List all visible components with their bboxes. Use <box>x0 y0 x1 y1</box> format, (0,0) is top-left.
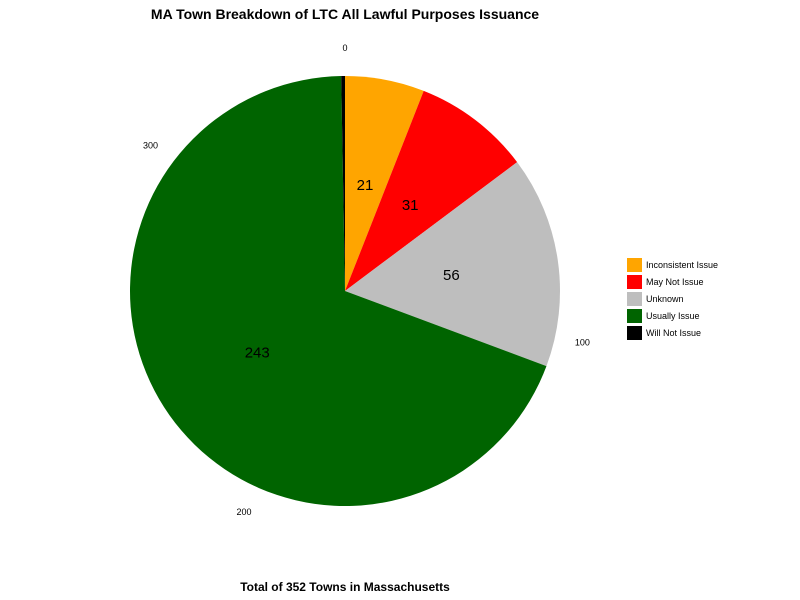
slice-label-usually-issue: 243 <box>245 345 270 362</box>
slice-label-may-not-issue: 31 <box>402 197 419 214</box>
chart-title: MA Town Breakdown of LTC All Lawful Purp… <box>150 6 540 22</box>
legend: Inconsistent Issue May Not Issue Unknown Us… <box>626 256 718 341</box>
slice-label-unknown: 56 <box>443 267 460 284</box>
legend-swatch <box>626 307 643 324</box>
axis-tick-label: 0 <box>342 43 347 53</box>
legend-item-usually-issue: Usually Issue <box>626 307 718 324</box>
legend-item-may-not-issue: May Not Issue <box>626 273 718 290</box>
legend-item-unknown: Unknown <box>626 290 718 307</box>
axis-tick-label: 100 <box>575 338 590 348</box>
slice-label-inconsistent-issue: 21 <box>357 177 374 194</box>
legend-label: Will Not Issue <box>646 327 702 338</box>
legend-label: Usually Issue <box>646 310 700 321</box>
axis-tick-label: 300 <box>143 140 158 150</box>
axis-tick-label: 200 <box>237 507 252 517</box>
chart-xlabel: Total of 352 Towns in Massachusetts <box>240 580 450 594</box>
legend-item-inconsistent-issue: Inconsistent Issue <box>626 256 718 273</box>
slice-labels: 21 31 56 243 <box>245 177 460 362</box>
legend-item-will-not-issue: Will Not Issue <box>626 324 718 341</box>
legend-swatch <box>626 273 643 290</box>
legend-label: Unknown <box>646 293 684 304</box>
legend-label: Inconsistent Issue <box>646 259 719 270</box>
axis-ticks: 0 100 200 300 <box>143 43 590 517</box>
pie-slice-will-not-issue <box>341 76 345 291</box>
pie-slice-inconsistent-issue <box>345 76 424 291</box>
legend-swatch <box>626 324 643 341</box>
legend-swatch <box>626 256 643 273</box>
legend-label: May Not Issue <box>646 276 704 287</box>
pie-slice-may-not-issue <box>345 90 518 291</box>
pie-slice-usually-issue <box>130 76 547 507</box>
pie-slices <box>130 76 560 507</box>
legend-swatch <box>626 290 643 307</box>
pie-slice-unknown <box>345 162 560 367</box>
